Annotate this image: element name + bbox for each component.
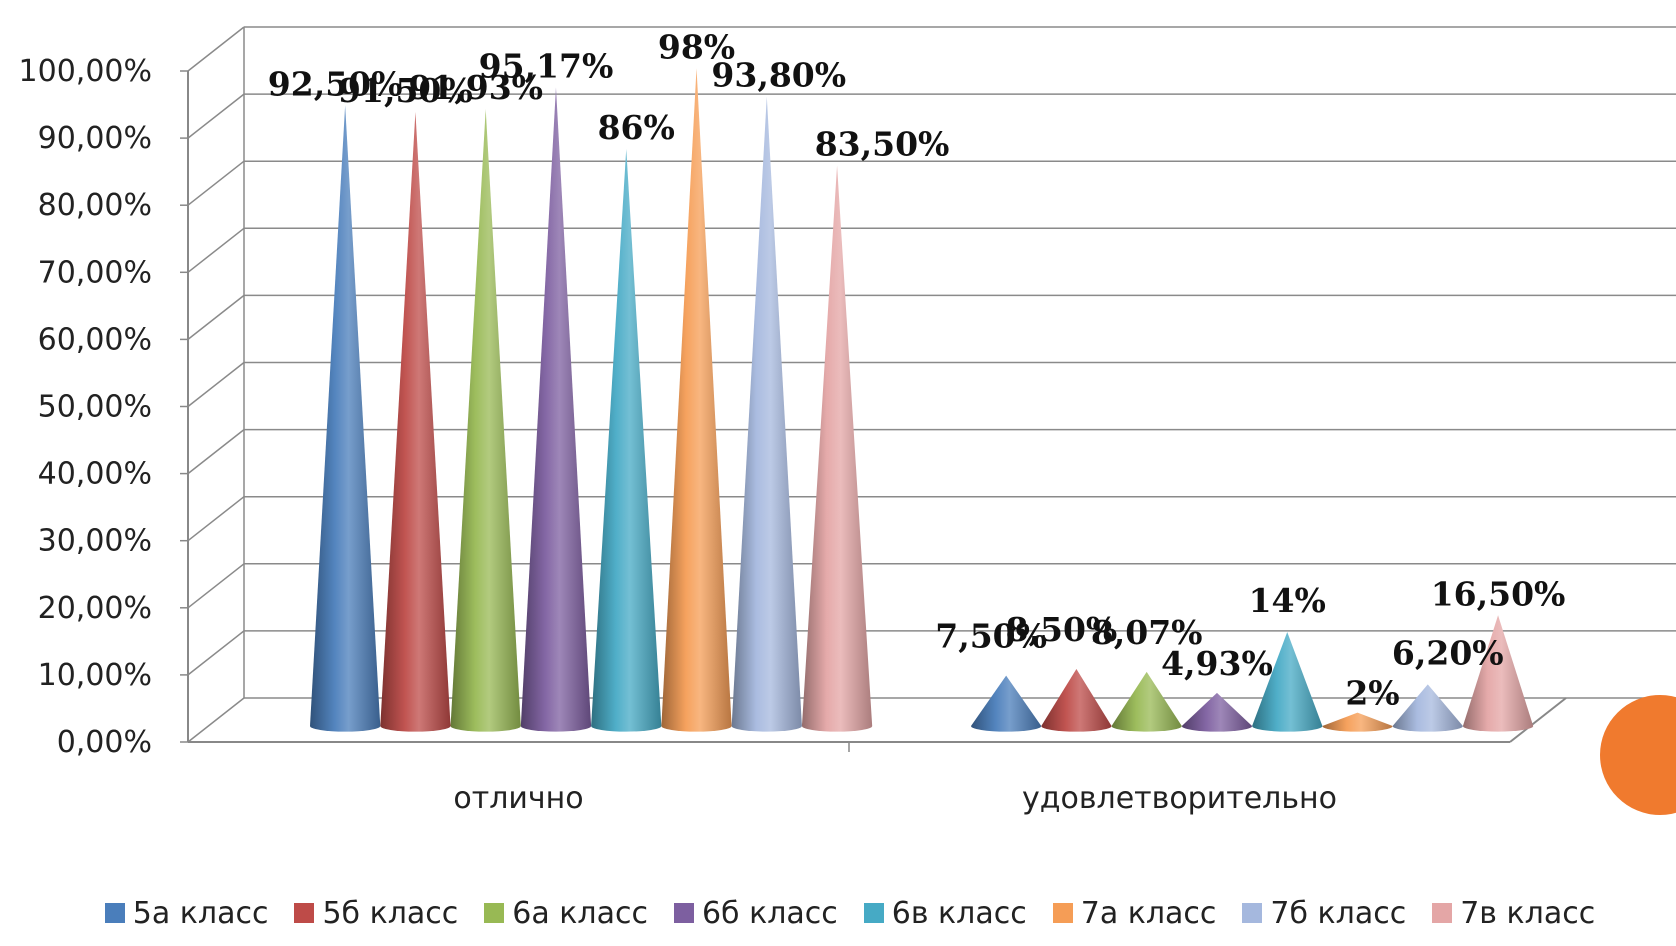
legend: 5а класс 5б класс 6а класс 6б класс 6в класс… xyxy=(60,888,1640,938)
gridline-side xyxy=(187,496,245,542)
legend-label: 7в класс xyxy=(1460,895,1596,931)
legend-swatch xyxy=(1432,903,1453,923)
legend-swatch xyxy=(294,903,315,923)
gridline-side xyxy=(187,429,245,475)
y-tick-label: 90,00% xyxy=(38,121,152,156)
data-label: 4,93% xyxy=(1161,644,1273,683)
data-label: 92,50% xyxy=(268,64,403,103)
y-tick-label: 50,00% xyxy=(38,390,152,425)
gridline-side xyxy=(187,93,245,139)
cone-7а-класс-1 xyxy=(1322,712,1393,732)
legend-label: 6а класс xyxy=(512,895,648,931)
data-label: 16,50% xyxy=(1431,574,1566,613)
cone-5а-класс-0 xyxy=(310,105,381,732)
cone-7в-класс-1 xyxy=(1462,615,1534,732)
data-label: 2% xyxy=(1345,674,1399,713)
legend-item: 6в класс xyxy=(863,895,1027,931)
data-cones xyxy=(310,68,1534,732)
gridline-side xyxy=(187,227,245,273)
legend-item: 7б класс xyxy=(1242,896,1406,931)
data-label: 86% xyxy=(598,108,675,147)
legend-swatch xyxy=(673,903,694,923)
cone-5а-класс-1 xyxy=(971,675,1042,732)
cone-7в-класс-0 xyxy=(801,165,873,732)
gridline-side xyxy=(187,563,245,609)
gridline-side xyxy=(187,630,245,676)
cone-7а-класс-0 xyxy=(661,68,732,732)
y-tick-label: 60,00% xyxy=(38,322,152,357)
data-label: 8,07% xyxy=(1091,613,1203,652)
legend-item: 5б класс xyxy=(294,896,458,931)
y-tick-label: 100,00% xyxy=(19,54,152,89)
y-tick-label: 70,00% xyxy=(38,255,152,290)
legend-label: 6б класс xyxy=(701,895,838,931)
gridline-side xyxy=(187,294,245,340)
data-label: 83,50% xyxy=(815,125,950,164)
legend-label: 6в класс xyxy=(891,895,1027,931)
cone-6в-класс-1 xyxy=(1252,632,1323,732)
data-label: 98% xyxy=(658,27,735,66)
cone-6а-класс-1 xyxy=(1111,671,1182,732)
x-category-label: отлично xyxy=(453,781,583,816)
data-label: 7,50% xyxy=(935,617,1047,656)
legend-item: 6а класс xyxy=(484,896,648,931)
legend-swatch xyxy=(484,903,505,923)
legend-swatch xyxy=(104,903,125,923)
legend-item: 7в класс xyxy=(1432,896,1595,931)
legend-label: 5б класс xyxy=(322,895,459,931)
y-tick-label: 10,00% xyxy=(38,658,152,693)
cone-6б-класс-1 xyxy=(1181,692,1253,732)
floor-right-edge xyxy=(1509,697,1567,743)
data-label: 6,20% xyxy=(1392,633,1504,672)
data-label: 91,50% xyxy=(338,71,473,110)
cone-6а-класс-0 xyxy=(450,109,521,732)
data-label: 95,17% xyxy=(479,46,614,85)
legend-swatch xyxy=(1052,903,1073,923)
cone-5б-класс-0 xyxy=(380,112,451,732)
cone-7б-класс-1 xyxy=(1392,684,1463,732)
legend-item: 5а класс xyxy=(104,895,269,931)
data-label: 91,93% xyxy=(408,68,543,107)
legend-label: 7а класс xyxy=(1080,895,1217,931)
data-label: 93,80% xyxy=(711,56,846,95)
data-labels: 92,50%91,50%91,93%95,17% 86% 98%93,80% 83,5… xyxy=(268,27,1566,712)
gridline-side xyxy=(187,26,245,72)
legend-swatch xyxy=(863,903,884,923)
data-label: 14% xyxy=(1249,581,1326,620)
legend-swatch xyxy=(1242,903,1263,923)
data-label: 8,50% xyxy=(1006,610,1118,649)
legend-label: 5а класс xyxy=(132,895,269,931)
gridline-side xyxy=(187,361,245,408)
axes: 0,00% 10,00% 20,00% 30,00% 40,00% 50,00% 60,00… xyxy=(19,54,1567,816)
y-tick-label: 30,00% xyxy=(38,524,152,559)
legend-item: 7а класс xyxy=(1052,895,1217,931)
gridline-side xyxy=(187,160,245,206)
legend-label: 7б класс xyxy=(1270,895,1407,931)
cone-6в-класс-0 xyxy=(591,148,662,732)
y-tick-label: 40,00% xyxy=(38,457,152,492)
cone-5б-класс-1 xyxy=(1041,668,1112,732)
x-category-label: удовлетворительно xyxy=(1022,781,1337,816)
legend-item: 6б класс xyxy=(673,895,838,931)
y-tick-label: 0,00% xyxy=(57,725,152,760)
cone-6б-класс-0 xyxy=(520,87,592,732)
cone-7б-класс-0 xyxy=(731,96,802,732)
y-tick-label: 80,00% xyxy=(38,188,152,223)
gridline-side xyxy=(187,697,245,743)
y-tick-label: 20,00% xyxy=(38,591,152,626)
